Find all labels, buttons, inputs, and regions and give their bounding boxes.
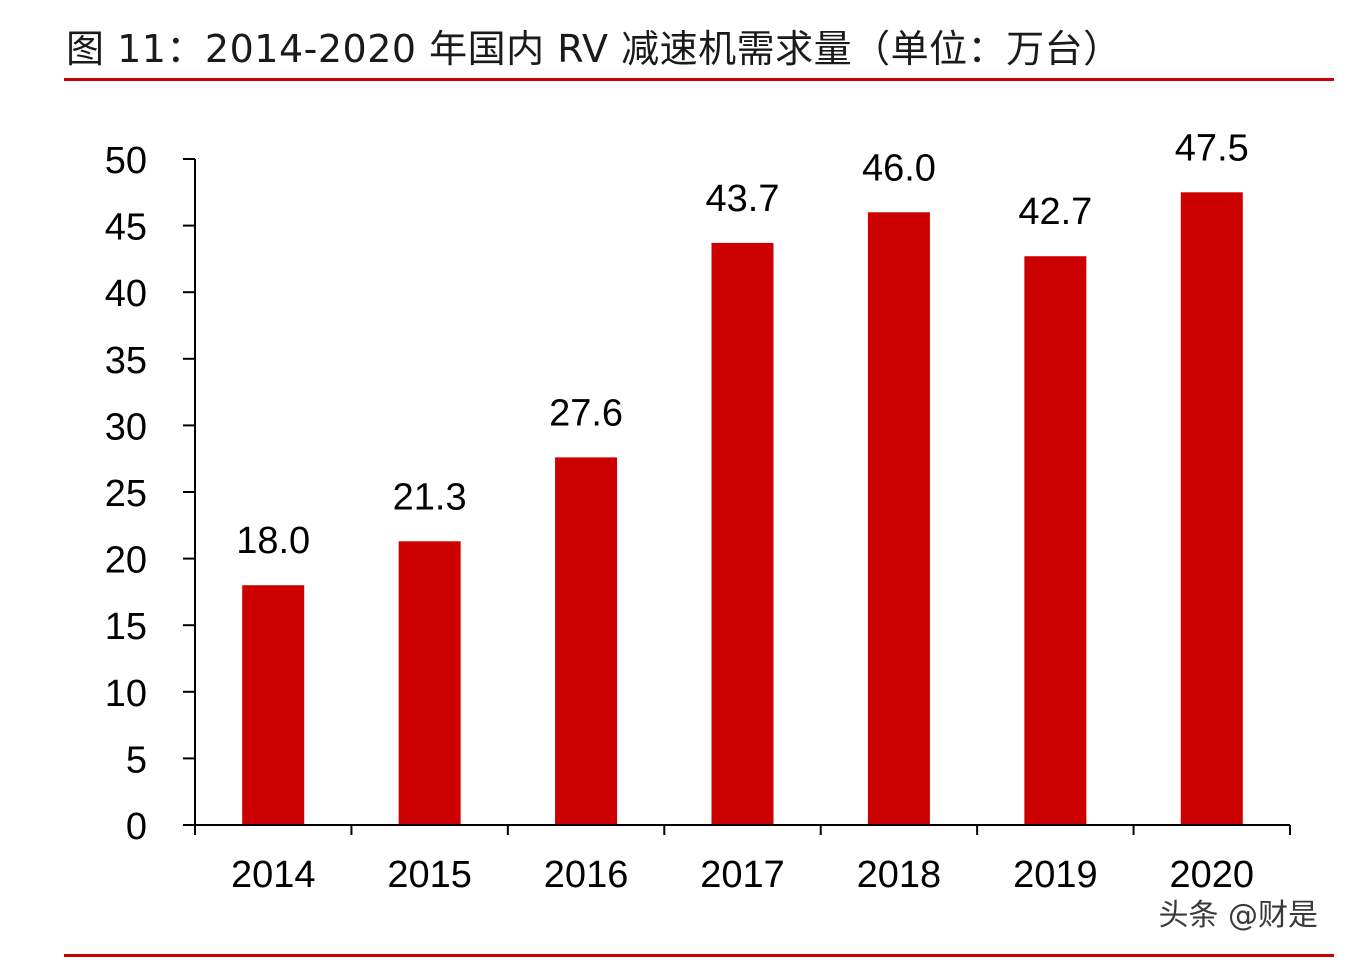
bar-2019 — [1024, 256, 1087, 826]
x-tick-label-2019: 2019 — [1013, 854, 1098, 896]
y-tick-label: 45 — [105, 207, 147, 249]
data-label-2017: 43.7 — [706, 178, 780, 220]
y-tick-label: 50 — [105, 140, 147, 182]
x-tick-label-2020: 2020 — [1170, 854, 1255, 896]
bar-2017 — [711, 242, 774, 825]
x-tick-label-2017: 2017 — [700, 854, 785, 896]
bottom-rule — [64, 954, 1334, 957]
source-watermark: 头条 @财是 — [1158, 898, 1318, 933]
bar-2014 — [242, 585, 305, 825]
y-tick-label: 35 — [105, 340, 147, 382]
bar-2016 — [555, 457, 618, 825]
x-tick-label-2014: 2014 — [231, 854, 316, 896]
title-rule — [64, 78, 1334, 81]
y-tick-label: 5 — [126, 739, 147, 781]
y-tick-label: 15 — [105, 606, 147, 648]
bar-2015 — [398, 541, 461, 825]
y-tick-label: 20 — [105, 540, 147, 582]
bar-2020 — [1180, 192, 1243, 826]
x-tick-label-2015: 2015 — [387, 854, 472, 896]
y-axis: 0 5 10 15 20 25 30 35 40 45 50 — [105, 140, 196, 848]
figure-title: 图 11：2014-2020 年国内 RV 减速机需求量（单位：万台） — [66, 27, 1122, 71]
y-tick-label: 30 — [105, 406, 147, 448]
bar-2018 — [867, 212, 930, 825]
data-label-2020: 47.5 — [1175, 127, 1249, 169]
data-label-2015: 21.3 — [393, 476, 467, 518]
data-label-2014: 18.0 — [236, 520, 310, 562]
data-label-2019: 42.7 — [1018, 191, 1092, 233]
data-label-2016: 27.6 — [549, 392, 623, 434]
data-label-2018: 46.0 — [862, 147, 936, 189]
x-tick-label-2018: 2018 — [857, 854, 942, 896]
y-tick-label: 25 — [105, 473, 147, 515]
x-axis: 2014 2015 2016 2017 2018 2019 2020 — [194, 824, 1291, 896]
y-tick-label: 0 — [126, 806, 147, 848]
data-labels: 18.0 21.3 27.6 43.7 46.0 42.7 47.5 — [236, 127, 1249, 562]
bar-series — [242, 192, 1243, 826]
y-tick-label: 10 — [105, 673, 147, 715]
y-tick-label: 40 — [105, 273, 147, 315]
x-tick-label-2016: 2016 — [544, 854, 629, 896]
